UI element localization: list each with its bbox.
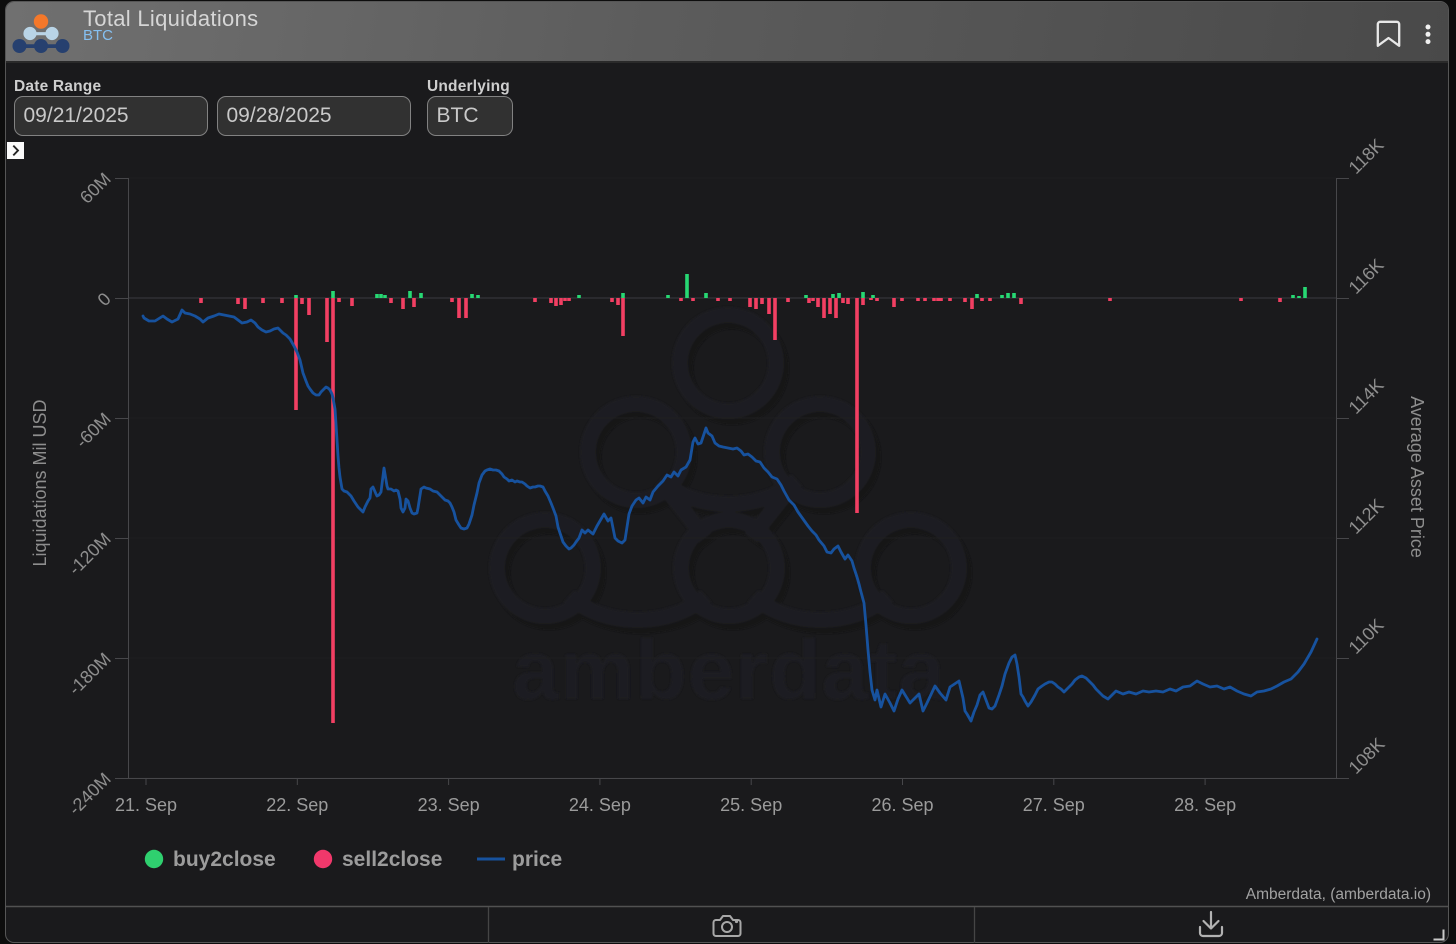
svg-text:23. Sep: 23. Sep bbox=[418, 795, 480, 815]
svg-text:-120M: -120M bbox=[65, 529, 115, 579]
svg-text:25. Sep: 25. Sep bbox=[720, 795, 782, 815]
svg-text:60M: 60M bbox=[76, 169, 115, 208]
svg-text:27. Sep: 27. Sep bbox=[1023, 795, 1085, 815]
svg-text:24. Sep: 24. Sep bbox=[569, 795, 631, 815]
svg-text:21. Sep: 21. Sep bbox=[115, 795, 177, 815]
svg-text:sell2close: sell2close bbox=[342, 848, 442, 871]
svg-text:26. Sep: 26. Sep bbox=[871, 795, 933, 815]
svg-text:108K: 108K bbox=[1345, 734, 1389, 778]
svg-text:114K: 114K bbox=[1345, 375, 1388, 418]
svg-text:28. Sep: 28. Sep bbox=[1174, 795, 1236, 815]
svg-text:-180M: -180M bbox=[65, 649, 115, 699]
svg-text:Liquidations Mil USD: Liquidations Mil USD bbox=[30, 399, 50, 566]
svg-text:118K: 118K bbox=[1345, 135, 1388, 178]
svg-text:buy2close: buy2close bbox=[173, 848, 276, 871]
svg-text:112K: 112K bbox=[1345, 495, 1388, 538]
svg-text:amberdata: amberdata bbox=[512, 623, 946, 717]
svg-text:-60M: -60M bbox=[72, 409, 115, 452]
svg-text:0: 0 bbox=[94, 289, 115, 310]
svg-text:22. Sep: 22. Sep bbox=[266, 795, 328, 815]
svg-text:Amberdata, (amberdata.io): Amberdata, (amberdata.io) bbox=[1246, 886, 1431, 903]
svg-text:-240M: -240M bbox=[65, 769, 115, 819]
svg-text:Average Asset Price: Average Asset Price bbox=[1407, 396, 1427, 558]
svg-text:116K: 116K bbox=[1345, 255, 1388, 298]
svg-text:price: price bbox=[512, 848, 562, 871]
svg-text:110K: 110K bbox=[1345, 615, 1388, 658]
